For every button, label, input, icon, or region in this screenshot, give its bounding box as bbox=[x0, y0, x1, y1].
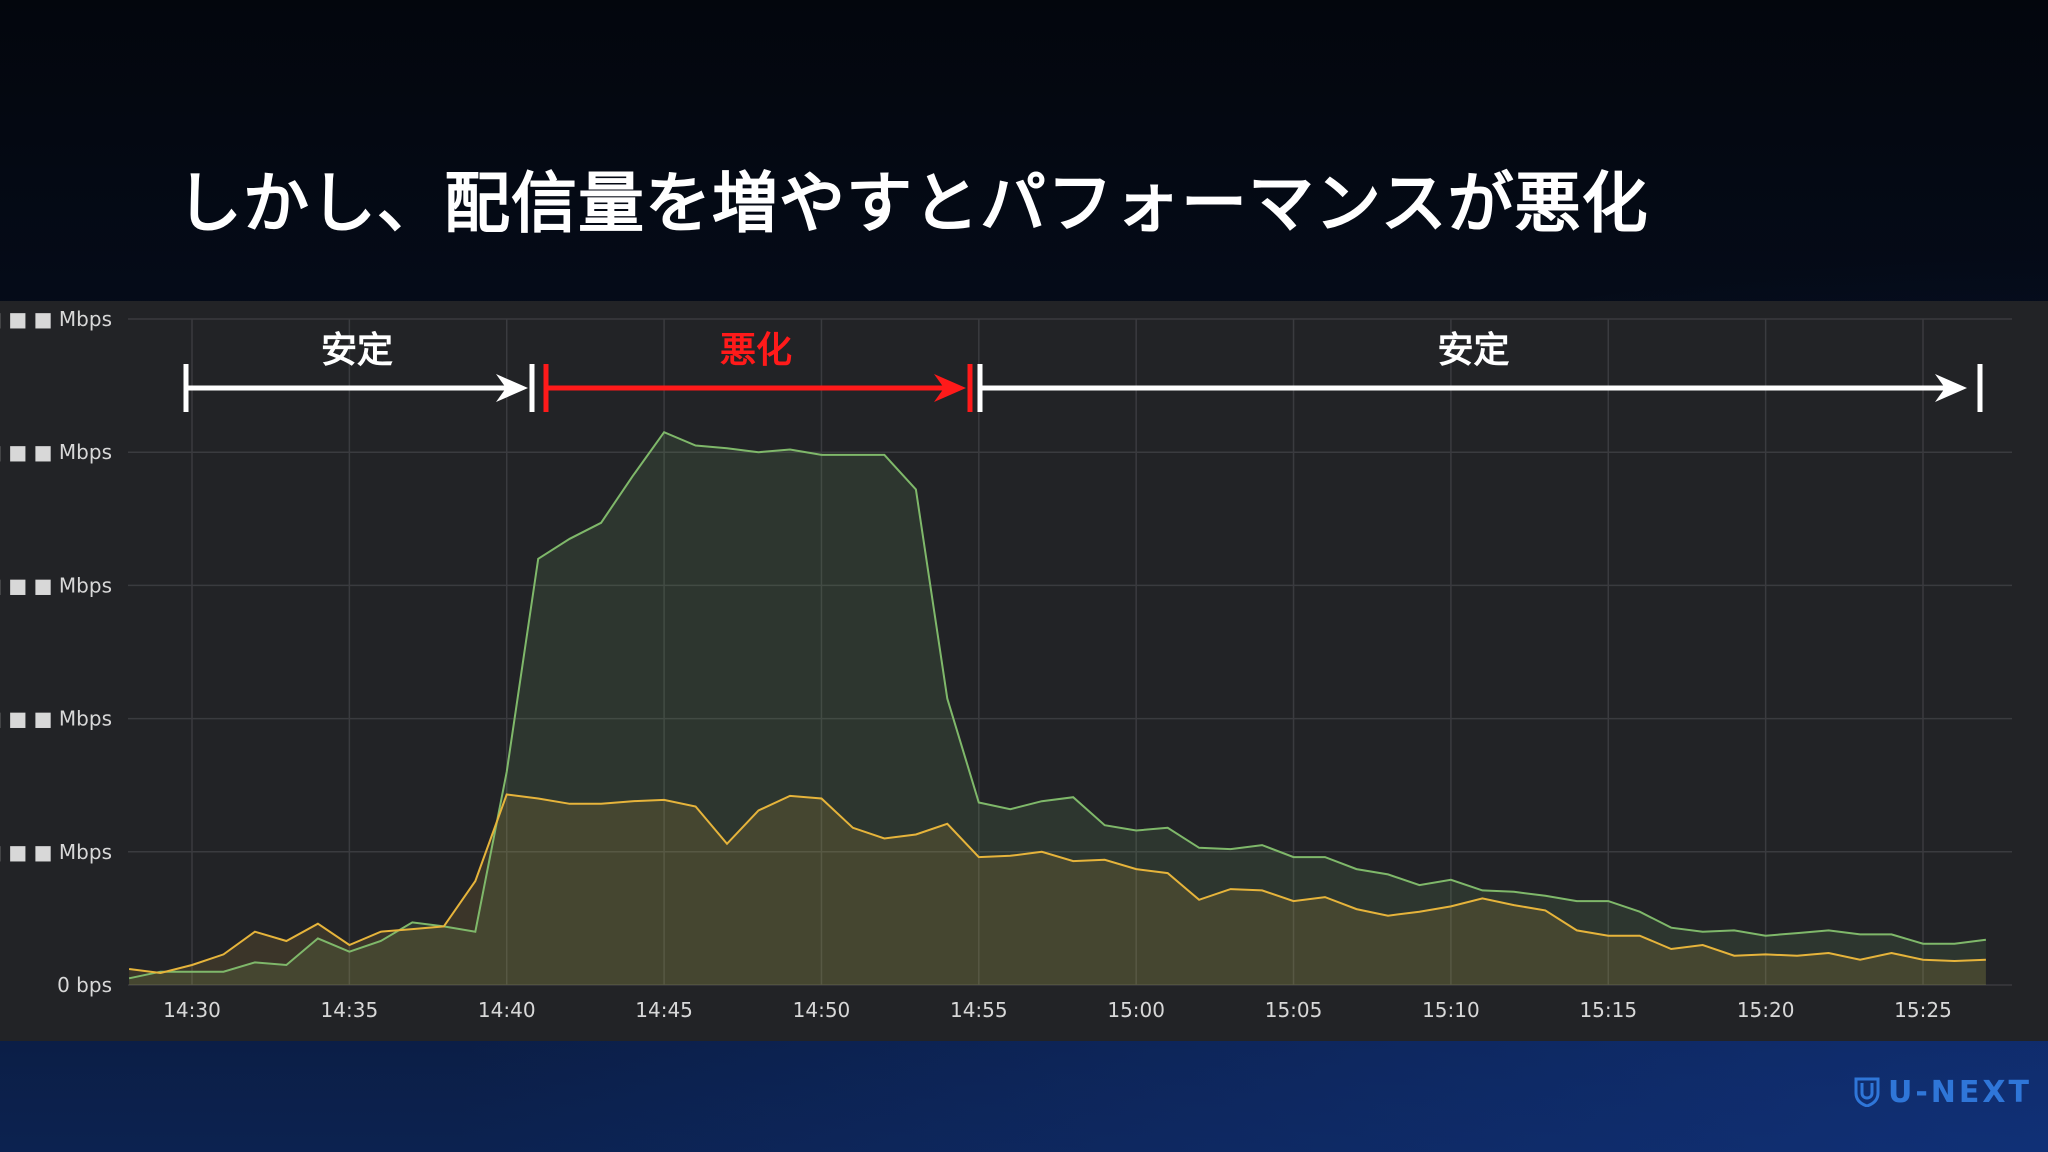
x-tick-label: 14:40 bbox=[478, 998, 536, 1022]
series-areas bbox=[129, 432, 1986, 985]
y-tick-label: 0 bps bbox=[57, 973, 112, 997]
series-lines bbox=[128, 430, 1987, 980]
y-axis-ticks: 0 bps ■ ■ ■ ■ Mbps ■ ■ ■ ■ Mbps ■ ■ ■ ■ Mbp… bbox=[0, 307, 112, 997]
x-tick-label: 15:10 bbox=[1422, 998, 1480, 1022]
series-area-1 bbox=[129, 432, 1986, 985]
phase-annotations: 安定 悪化 安定 bbox=[183, 330, 1983, 412]
x-tick-label: 14:30 bbox=[163, 998, 221, 1022]
grid-lines bbox=[128, 318, 2012, 986]
slide-title: しかし、配信量を増やすとパフォーマンスが悪化 bbox=[176, 165, 1649, 242]
x-tick-label: 15:05 bbox=[1265, 998, 1323, 1022]
arrow-head-icon bbox=[496, 374, 528, 402]
series-line-1 bbox=[128, 430, 1987, 980]
chart-panel bbox=[0, 301, 2048, 1041]
y-tick-label: ■ ■ ■ ■ Mbps bbox=[0, 573, 112, 597]
arrow-head-icon bbox=[934, 374, 966, 402]
x-tick-label: 15:15 bbox=[1579, 998, 1637, 1022]
phase-label: 安定 bbox=[1437, 330, 1509, 371]
phase-3: 安定 bbox=[977, 330, 1983, 412]
brand-logo: U-NEXT bbox=[1854, 1072, 2032, 1112]
y-tick-label: ■ ■ ■ ■ Mbps bbox=[0, 440, 112, 464]
y-tick-label: ■ ■ ■ ■ Mbps bbox=[0, 707, 112, 731]
y-tick-label: ■ ■ ■ ■ Mbps bbox=[0, 307, 112, 331]
x-tick-label: 14:50 bbox=[793, 998, 851, 1022]
y-tick-label: ■ ■ ■ ■ Mbps bbox=[0, 840, 112, 864]
x-axis-ticks: 14:30 14:35 14:40 14:45 14:50 14:55 15:00 15:05… bbox=[163, 998, 1952, 1022]
phase-1: 安定 bbox=[183, 330, 535, 412]
series-area-2 bbox=[129, 794, 1986, 985]
x-tick-label: 14:55 bbox=[950, 998, 1008, 1022]
shield-icon bbox=[1854, 1077, 1880, 1107]
x-tick-label: 15:00 bbox=[1107, 998, 1165, 1022]
phase-2: 悪化 bbox=[543, 330, 973, 412]
phase-label: 安定 bbox=[321, 330, 393, 371]
phase-label: 悪化 bbox=[720, 330, 792, 371]
x-tick-label: 15:25 bbox=[1894, 998, 1952, 1022]
brand-name: U-NEXT bbox=[1888, 1074, 2033, 1110]
arrow-head-icon bbox=[1935, 374, 1967, 402]
x-tick-label: 14:45 bbox=[635, 998, 693, 1022]
x-tick-label: 14:35 bbox=[321, 998, 379, 1022]
series-line-2 bbox=[128, 793, 1986, 975]
traffic-chart: 0 bps ■ ■ ■ ■ Mbps ■ ■ ■ ■ Mbps ■ ■ ■ ■ Mbp… bbox=[0, 307, 2012, 1022]
x-tick-label: 15:20 bbox=[1737, 998, 1795, 1022]
